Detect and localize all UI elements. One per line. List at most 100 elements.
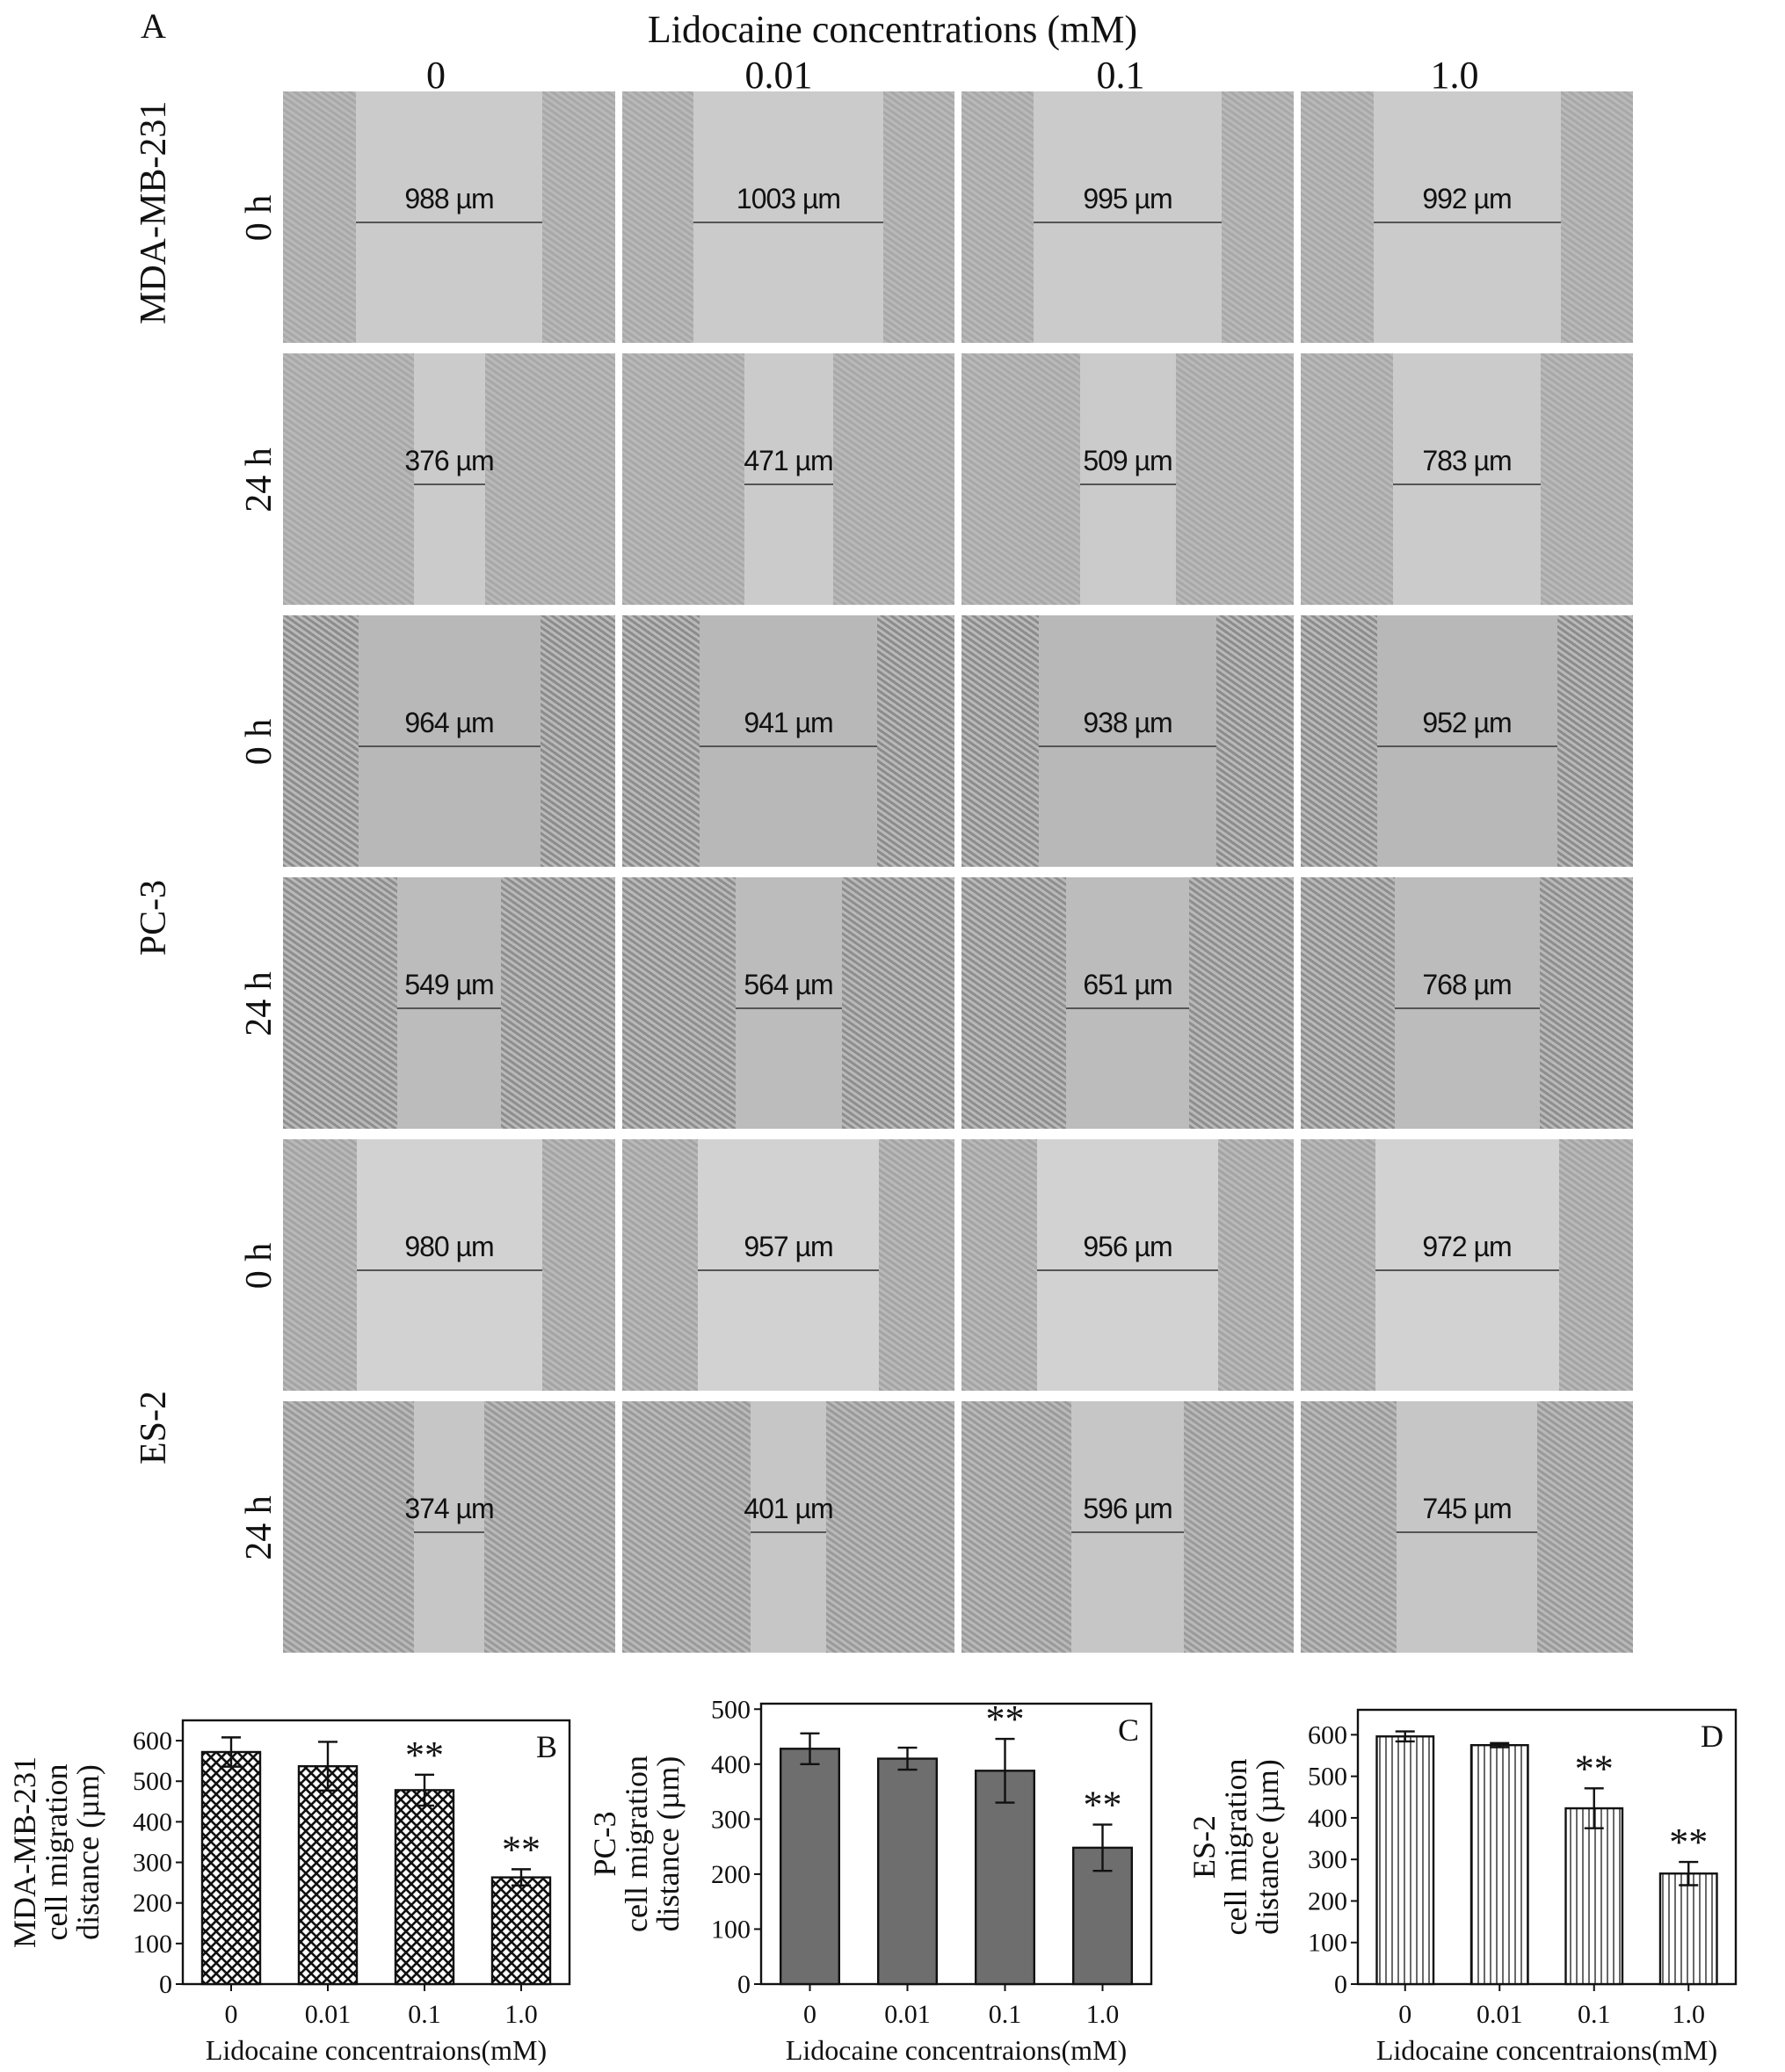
scratch-gap <box>700 615 877 867</box>
x-tick-label: 0.01 <box>305 2000 352 2029</box>
scratch-gap <box>359 615 541 867</box>
scratch-gap <box>1037 1139 1218 1391</box>
column-label-2: 0.1 <box>1096 54 1145 97</box>
gap-measurement-label: 651 µm <box>1083 969 1172 1000</box>
scratch-gap <box>1039 615 1216 867</box>
y-axis-label-line: cell migration <box>619 1756 654 1932</box>
x-tick-label: 0.1 <box>1578 2000 1611 2029</box>
time-label: 0 h <box>239 718 279 766</box>
measurement-line <box>744 483 833 485</box>
plot-frame <box>759 1702 1153 1986</box>
y-axis-label-line: distance (µm) <box>70 1764 105 1940</box>
bar <box>490 1876 552 1986</box>
scratch-image: 768 µm <box>1301 877 1633 1129</box>
scratch-gap <box>1393 353 1541 605</box>
gap-measurement-label: 564 µm <box>744 969 833 1000</box>
scratch-gap <box>1066 877 1189 1129</box>
scratch-image: 651 µm <box>961 877 1294 1129</box>
scratch-image: 549 µm <box>283 877 615 1129</box>
gap-measurement-label: 992 µm <box>1422 183 1512 214</box>
y-axis-label-line: distance (µm) <box>650 1756 686 1932</box>
measurement-line <box>1377 745 1557 747</box>
gap-measurement-label: 401 µm <box>744 1493 833 1524</box>
measurement-line <box>414 483 485 485</box>
measurement-line <box>1395 1007 1540 1009</box>
y-tick-label: 500 <box>133 1767 172 1796</box>
bar <box>780 1748 841 1986</box>
cell-line-label-es2: ES-2 <box>134 1391 174 1465</box>
y-tick-label: 300 <box>133 1849 172 1878</box>
plot-frame <box>181 1719 571 1986</box>
scratch-image: 988 µm <box>283 91 615 343</box>
y-tick-label: 100 <box>133 1930 172 1959</box>
gap-measurement-label: 374 µm <box>404 1493 494 1524</box>
bar <box>1564 1807 1624 1986</box>
measurement-line <box>1375 1269 1559 1271</box>
bar-charts-svg: 0 100 200 300 400 500 600 0 0.01 ** 0.1 ** 1.0 B Lidoc… <box>7 1695 1738 2066</box>
scratch-gap <box>1397 1401 1537 1653</box>
scratch-gap <box>736 877 842 1129</box>
y-axis-label-line: cell migration <box>1218 1759 1253 1936</box>
gap-measurement-label: 596 µm <box>1083 1493 1172 1524</box>
scratch-image: 992 µm <box>1301 91 1633 343</box>
scratch-gap <box>414 353 485 605</box>
x-axis-label: Lidocaine concentraions(mM) <box>206 2034 547 2066</box>
bar <box>1375 1735 1435 1986</box>
y-tick-label: 500 <box>1308 1763 1347 1792</box>
y-tick-label: 200 <box>1308 1887 1347 1916</box>
y-tick-label: 0 <box>737 1970 751 1999</box>
measurement-line <box>1037 1269 1218 1271</box>
scratch-image: 564 µm <box>622 877 954 1129</box>
scratch-image: 509 µm <box>961 353 1294 605</box>
gap-measurement-label: 1003 µm <box>736 183 841 214</box>
cell-line-label-mda: MDA-MB-231 <box>134 100 174 324</box>
scratch-image: 376 µm <box>283 353 615 605</box>
scratch-gap <box>1377 615 1557 867</box>
y-tick-label: 100 <box>711 1915 751 1944</box>
measurement-line <box>693 222 883 223</box>
scratch-image: 957 µm <box>622 1139 954 1391</box>
y-tick-label: 200 <box>133 1889 172 1918</box>
scratch-image: 964 µm <box>283 615 615 867</box>
gap-measurement-label: 549 µm <box>404 969 494 1000</box>
gap-measurement-label: 957 µm <box>744 1231 833 1262</box>
x-tick-label: 1.0 <box>1086 2000 1120 2029</box>
significance-marker: ** <box>502 1828 541 1871</box>
gap-measurement-label: 768 µm <box>1422 969 1512 1000</box>
x-tick-label: 0.1 <box>989 2000 1022 2029</box>
measurement-line <box>1374 222 1561 223</box>
time-label: 24 h <box>239 1495 279 1560</box>
scratch-image: 374 µm <box>283 1401 615 1653</box>
x-tick-label: 0.01 <box>1477 2000 1523 2029</box>
scratch-image: 401 µm <box>622 1401 954 1653</box>
gap-measurement-label: 745 µm <box>1422 1493 1512 1524</box>
column-label-1: 0.01 <box>744 54 813 97</box>
y-tick-label: 200 <box>711 1860 751 1889</box>
scratch-gap <box>1080 353 1176 605</box>
x-tick-label: 0.1 <box>408 2000 441 2029</box>
measurement-line <box>357 1269 542 1271</box>
scratch-image: 980 µm <box>283 1139 615 1391</box>
measurement-line <box>700 745 877 747</box>
scratch-image: 745 µm <box>1301 1401 1633 1653</box>
time-label: 0 h <box>239 1242 279 1290</box>
x-axis-label: Lidocaine concentraions(mM) <box>1376 2034 1717 2066</box>
y-tick-label: 400 <box>1308 1804 1347 1833</box>
bar <box>297 1764 359 1986</box>
y-axis-label-line: cell migration <box>39 1764 74 1941</box>
significance-marker: ** <box>1575 1747 1614 1790</box>
panel-letter: B <box>536 1729 557 1764</box>
gap-measurement-label: 938 µm <box>1083 707 1172 738</box>
x-tick-label: 0 <box>803 2000 816 2029</box>
column-label-3: 1.0 <box>1430 54 1479 97</box>
scratch-gap <box>1034 91 1222 343</box>
measurement-line <box>414 1531 484 1533</box>
scratch-image: 471 µm <box>622 353 954 605</box>
scratch-image: 1003 µm <box>622 91 954 343</box>
y-axis-label-line: MDA-MB-231 <box>7 1756 42 1948</box>
scratch-gap <box>744 353 833 605</box>
measurement-line <box>751 1531 826 1533</box>
scratch-gap <box>397 877 501 1129</box>
gap-measurement-label: 471 µm <box>744 445 833 476</box>
y-tick-label: 600 <box>133 1727 172 1756</box>
